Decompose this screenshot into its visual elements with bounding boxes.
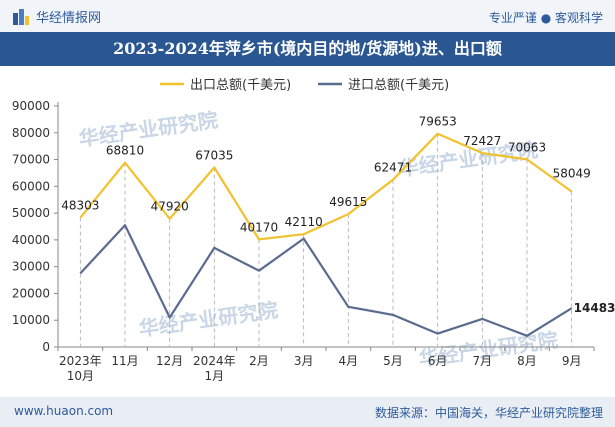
x-tick-label: 1月	[205, 369, 225, 383]
data-label: 40170	[240, 220, 278, 234]
import-series-line	[79, 224, 573, 337]
watermark-text: 华经产业研究院	[77, 108, 219, 151]
brand[interactable]: 华经情报网	[12, 7, 101, 26]
data-label: 72427	[463, 134, 501, 148]
x-tick-label: 2023年	[59, 354, 102, 368]
x-tick-label: 4月	[339, 354, 359, 368]
x-tick-label: 10月	[67, 369, 94, 383]
data-label: 48303	[61, 199, 99, 213]
data-label: 42110	[285, 215, 323, 229]
x-tick-label: 11月	[111, 354, 138, 368]
y-tick-label: 70000	[12, 153, 50, 167]
x-tick-label: 12月	[156, 354, 183, 368]
data-label: 68810	[106, 144, 144, 158]
y-tick-label: 80000	[12, 126, 50, 140]
y-tick-label: 40000	[12, 233, 50, 247]
title-bar: 2023-2024年萍乡市(境内目的地/货源地)进、出口额	[0, 32, 615, 66]
drop-lines	[79, 133, 573, 347]
x-tick-label: 5月	[383, 354, 403, 368]
data-labels: 48303 68810 47920 67035 40170 42110 49615 62471…	[61, 115, 615, 316]
chart-title: 2023-2024年萍乡市(境内目的地/货源地)进、出口额	[113, 39, 502, 58]
watermark-text: 华经产业研究院	[137, 298, 279, 341]
x-tick-label: 7月	[473, 354, 493, 368]
footer-url[interactable]: www.huaon.com	[14, 404, 114, 418]
data-label: 47920	[151, 200, 189, 214]
x-tick-label: 9月	[562, 354, 582, 368]
y-tick-label: 10000	[12, 313, 50, 327]
footer-source: 数据来源：中国海关，华经产业研究院整理	[374, 406, 603, 420]
x-tick-label: 8月	[517, 354, 537, 368]
footer: www.huaon.com 数据来源：中国海关，华经产业研究院整理	[0, 397, 615, 427]
export-series-line	[79, 132, 573, 241]
chart-series	[79, 132, 573, 337]
brand-name: 华经情报网	[36, 11, 102, 26]
data-label: 49615	[329, 195, 367, 209]
data-label: 58049	[553, 167, 591, 181]
x-tick-label: 3月	[294, 354, 314, 368]
y-tick-label: 90000	[12, 99, 50, 113]
chart-legend: 出口总额(千美元) 进口总额(千美元)	[160, 78, 449, 93]
data-label: 14483	[574, 301, 615, 315]
data-label: 67035	[195, 148, 233, 162]
slogan: 专业严谨 ● 客观科学	[488, 11, 603, 25]
y-tick-label: 20000	[12, 286, 50, 300]
y-tick-label: 0	[42, 340, 50, 354]
x-tick-label: 2月	[249, 354, 269, 368]
brand-logo-icon	[13, 8, 29, 25]
legend-label: 出口总额(千美元)	[190, 78, 291, 93]
x-tick-label: 6月	[428, 354, 448, 368]
chart-axes: 0 10000 20000 30000 40000 50000 60000 70000 8000…	[12, 99, 595, 383]
y-tick-label: 30000	[12, 260, 50, 274]
y-tick-label: 50000	[12, 206, 50, 220]
y-tick-label: 60000	[12, 179, 50, 193]
data-label: 70063	[508, 140, 546, 154]
legend-label: 进口总额(千美元)	[348, 78, 449, 93]
data-label: 79653	[419, 115, 457, 129]
x-tick-label: 2024年	[193, 354, 236, 368]
top-bar: 华经情报网 专业严谨 ● 客观科学	[0, 0, 615, 32]
data-label: 62471	[374, 161, 412, 175]
